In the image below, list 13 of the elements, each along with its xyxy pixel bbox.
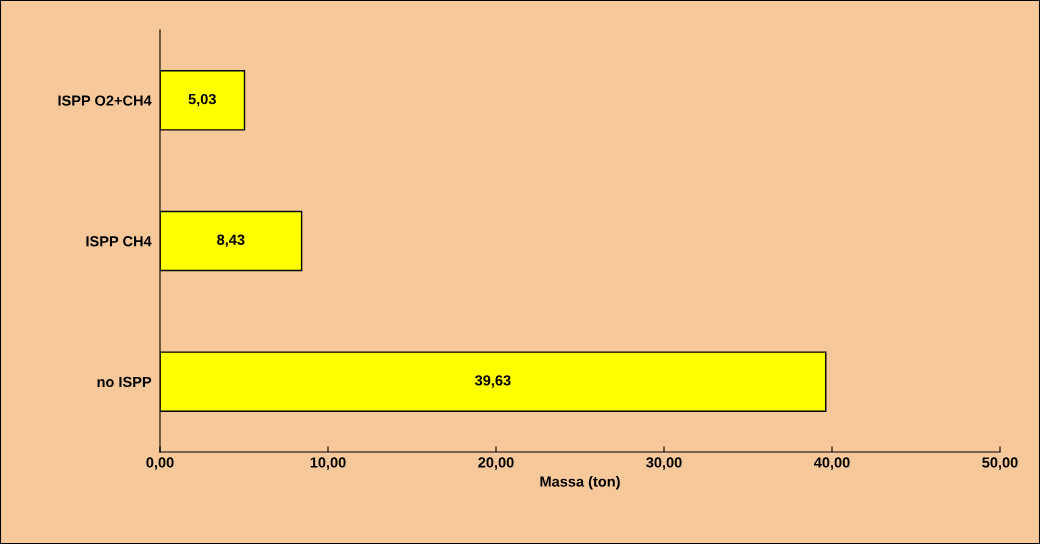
- x-tick-label: 0,00: [146, 457, 174, 470]
- data-label: 8,43: [217, 234, 245, 248]
- y-tick-label: ISPP O2+CH4: [58, 95, 152, 106]
- y-tick-label: no ISPP: [97, 376, 152, 388]
- x-tick-label: 40,00: [813, 457, 850, 470]
- y-tick-label: ISPP CH4: [86, 236, 152, 247]
- data-label: 39,63: [474, 375, 511, 388]
- x-tick-label: 20,00: [478, 457, 514, 470]
- data-label: 5,03: [188, 93, 216, 107]
- x-tick-label: 30,00: [646, 457, 682, 470]
- x-tick-label: 10,00: [310, 457, 346, 470]
- x-tick-label: 50,00: [982, 457, 1018, 470]
- x-axis-title: Massa (ton): [540, 476, 620, 490]
